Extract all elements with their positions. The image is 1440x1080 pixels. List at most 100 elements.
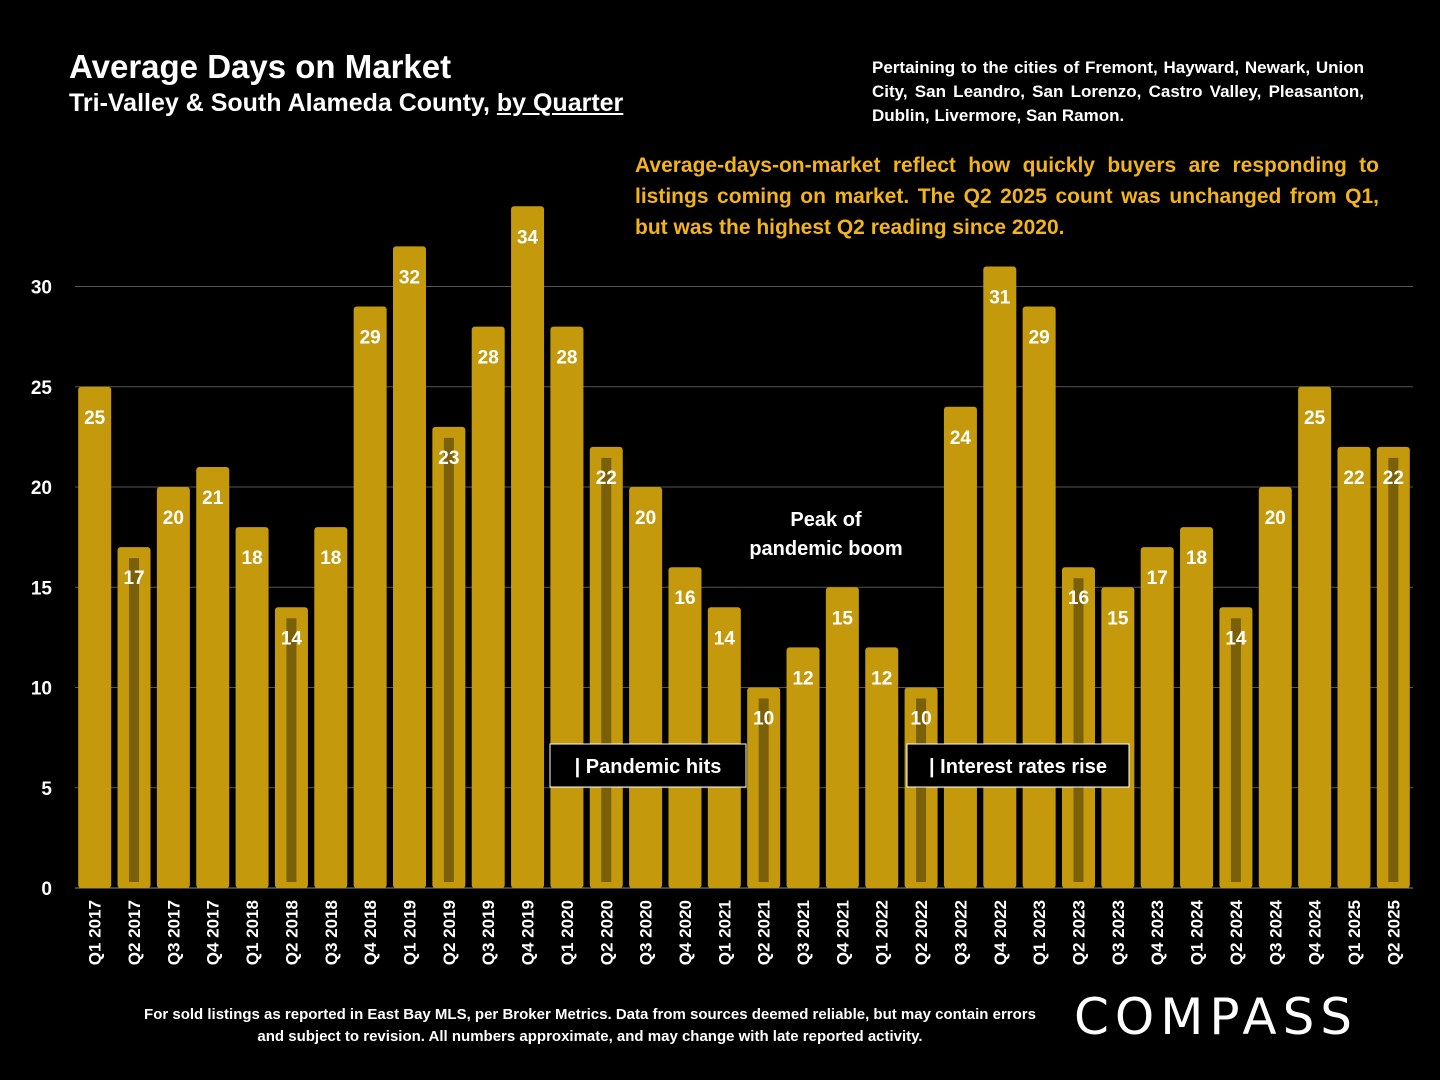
data-label: 20 — [635, 508, 656, 529]
bar — [511, 206, 545, 889]
bar — [550, 326, 584, 889]
data-label: 29 — [1029, 328, 1050, 349]
y-axis: 0 5 10 15 20 25 30 — [31, 278, 53, 901]
x-tick-label: Q1 2024 — [1188, 899, 1207, 965]
annotations: Peak of pandemic boom | Pandemic hits | Int… — [549, 509, 1130, 788]
compass-logo: COMPASS — [1074, 988, 1359, 1046]
data-label: 14 — [714, 628, 736, 649]
q2-marker — [443, 437, 454, 882]
x-tick-label: Q3 2021 — [794, 900, 813, 965]
y-tick-label: 25 — [31, 378, 53, 399]
x-tick-label: Q2 2020 — [597, 900, 616, 965]
bar — [629, 487, 663, 888]
data-label: 10 — [753, 709, 774, 730]
data-label: 22 — [1383, 468, 1404, 489]
x-tick-label: Q1 2023 — [1030, 900, 1049, 965]
x-tick-label: Q4 2020 — [676, 900, 695, 965]
y-tick-label: 5 — [41, 779, 52, 800]
q2-marker — [286, 618, 297, 882]
peak-pandemic-annotation: Peak of pandemic boom — [749, 509, 902, 560]
q2-marker — [601, 457, 612, 882]
data-label: 21 — [202, 488, 224, 509]
bars: 25 17 20 21 18 14 18 29 32 23 28 34 28 22 20 16 14 10 12 15… — [78, 206, 1410, 889]
pandemic-hits-box — [549, 743, 747, 788]
data-label: 16 — [674, 588, 695, 609]
chart-subtitle: Tri-Valley & South Alameda County, by Qu… — [69, 89, 623, 118]
q2-marker — [758, 698, 769, 882]
data-label: 20 — [1265, 508, 1286, 529]
data-label: 28 — [556, 348, 577, 369]
x-tick-label: Q2 2023 — [1070, 900, 1089, 965]
bar — [314, 527, 348, 888]
x-tick-label: Q3 2023 — [1109, 900, 1128, 965]
y-tick-label: 10 — [31, 679, 52, 700]
x-tick-label: Q4 2023 — [1148, 900, 1167, 965]
x-tick-label: Q4 2024 — [1306, 899, 1325, 965]
pertaining-cities-note: Pertaining to the cities of Fremont, Hay… — [872, 58, 1364, 125]
source-footnote: For sold listings as reported in East Ba… — [144, 1006, 1036, 1045]
commentary-note: Average-days-on-market reflect how quick… — [635, 154, 1379, 239]
data-label: 16 — [1068, 588, 1089, 609]
bar — [1337, 446, 1371, 888]
data-label: 15 — [1107, 608, 1129, 629]
bar — [1258, 487, 1292, 888]
data-label: 12 — [792, 668, 813, 689]
y-tick-label: 30 — [31, 278, 52, 299]
bar — [196, 466, 230, 888]
bar — [668, 567, 702, 888]
x-tick-label: Q4 2017 — [204, 900, 223, 965]
data-label: 22 — [596, 468, 617, 489]
subtitle-by-quarter: by Quarter — [496, 89, 624, 117]
x-tick-label: Q1 2021 — [715, 900, 734, 965]
x-tick-label: Q3 2020 — [637, 900, 656, 965]
data-label: 24 — [950, 428, 972, 449]
bar — [983, 266, 1017, 888]
x-axis: Q1 2017 Q2 2017 Q3 2017 Q4 2017 Q1 2018 Q2 20… — [86, 899, 1404, 965]
x-tick-label: Q4 2022 — [991, 900, 1010, 965]
data-label: 29 — [360, 328, 381, 349]
bar — [825, 587, 859, 888]
data-label: 20 — [163, 508, 184, 529]
x-tick-label: Q1 2025 — [1345, 900, 1364, 965]
x-tick-label: Q4 2019 — [519, 900, 538, 965]
y-tick-label: 20 — [31, 478, 52, 499]
q2-marker — [916, 698, 927, 882]
data-label: 18 — [242, 548, 263, 569]
bar — [1180, 527, 1214, 888]
data-label: 18 — [320, 548, 341, 569]
bar — [78, 386, 112, 888]
bar — [353, 306, 387, 888]
bar — [1101, 587, 1135, 888]
bar — [393, 246, 426, 888]
data-label: 34 — [517, 227, 539, 248]
bar — [1140, 547, 1174, 888]
pandemic-hits-annotation: | Pandemic hits — [575, 756, 722, 778]
y-tick-label: 15 — [31, 578, 53, 599]
x-tick-label: Q2 2019 — [440, 900, 459, 965]
q2-marker — [1230, 618, 1241, 882]
x-tick-label: Q3 2017 — [164, 900, 183, 965]
data-label: 18 — [1186, 548, 1207, 569]
data-label: 12 — [871, 668, 892, 689]
x-tick-label: Q2 2025 — [1384, 900, 1403, 965]
x-tick-label: Q2 2021 — [755, 900, 774, 965]
x-tick-label: Q1 2022 — [873, 900, 892, 965]
data-label: 23 — [438, 448, 459, 469]
chart-title: Average Days on Market — [69, 48, 452, 85]
x-tick-label: Q1 2017 — [86, 900, 105, 965]
x-tick-label: Q1 2018 — [243, 900, 262, 965]
bar — [1298, 386, 1332, 888]
data-label: 15 — [832, 608, 854, 629]
bar — [235, 527, 269, 888]
bar — [1022, 306, 1056, 888]
data-label: 17 — [1147, 568, 1168, 589]
data-label: 10 — [911, 709, 932, 730]
q2-marker — [1388, 457, 1399, 882]
data-label: 22 — [1343, 468, 1364, 489]
y-tick-label: 0 — [41, 879, 52, 900]
bar — [865, 647, 899, 888]
x-tick-label: Q3 2024 — [1266, 899, 1285, 965]
data-label: 25 — [1304, 408, 1326, 429]
data-label: 14 — [281, 628, 303, 649]
x-tick-label: Q4 2018 — [361, 900, 380, 965]
